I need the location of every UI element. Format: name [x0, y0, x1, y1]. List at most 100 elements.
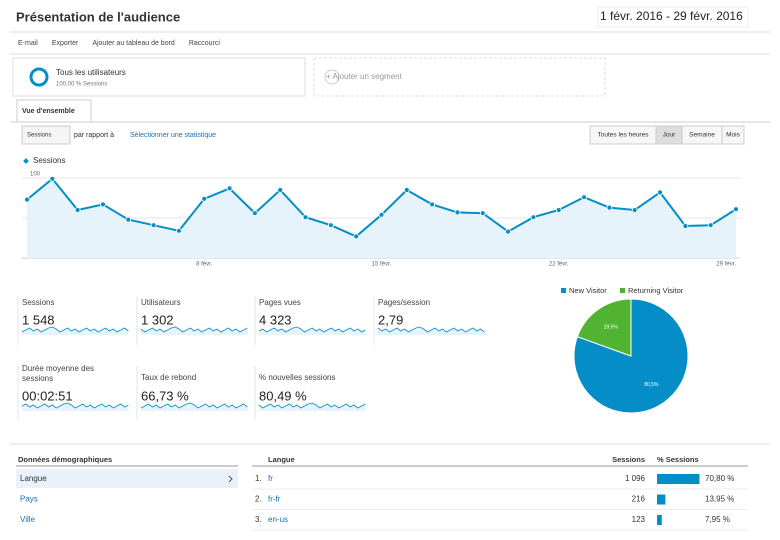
sparkline-area	[141, 403, 248, 411]
demographics-title: Données démographiques	[18, 455, 112, 464]
point	[631, 207, 638, 213]
metric-label: Sessions	[22, 298, 54, 307]
table-header: Sessions	[612, 455, 645, 464]
point	[707, 222, 714, 229]
share-bar	[657, 515, 662, 525]
toolbar-item[interactable]: Ajouter au tableau de bord	[92, 40, 175, 47]
select-metric[interactable]: Sélectionner une statistique	[130, 132, 216, 139]
x-tick-label: 15 févr.	[372, 262, 392, 268]
y-tick-label: 100	[30, 172, 41, 178]
sparkline-area	[22, 327, 129, 335]
row-sessions: 216	[632, 495, 646, 504]
metric-label: Pages/session	[378, 298, 430, 307]
nav-item[interactable]: Pays	[20, 495, 38, 504]
period-label[interactable]: Toutes les heures	[598, 132, 650, 139]
point	[682, 223, 689, 229]
share-label: 70,80 %	[705, 474, 734, 483]
point	[125, 216, 132, 223]
add-segment[interactable]: + Ajouter un segment	[326, 72, 403, 81]
point	[479, 210, 486, 217]
point	[606, 204, 613, 211]
legend-swatch	[23, 158, 29, 164]
pie-label: 19,5%	[604, 324, 619, 330]
metric-select[interactable]	[21, 125, 71, 145]
row-name[interactable]: fr	[268, 474, 273, 483]
segment-icon	[324, 69, 340, 85]
row-sessions: 123	[632, 515, 646, 524]
point	[251, 210, 258, 217]
point	[657, 189, 663, 196]
point	[378, 211, 385, 218]
metric-value: 66,73 %	[141, 388, 189, 403]
x-tick-label: 29 févr.	[716, 262, 736, 268]
segment-box[interactable]	[12, 57, 306, 97]
point	[302, 214, 309, 221]
date-box[interactable]	[597, 6, 749, 28]
row-name[interactable]: en-us	[268, 515, 288, 524]
share-bar	[657, 494, 666, 505]
metric-value: 2,79	[378, 312, 403, 327]
metric-value: 4 323	[259, 312, 292, 327]
period-button[interactable]	[721, 125, 745, 145]
sparkline	[21, 402, 129, 409]
sparkline	[140, 402, 248, 409]
nav-item[interactable]: Langue	[20, 474, 47, 483]
row-rank: 1.	[255, 474, 262, 483]
legend-swatch	[620, 288, 625, 293]
legend-label: Returning Visitor	[628, 286, 684, 295]
metric-value: 1 302	[141, 312, 174, 327]
metric-label: Taux de rebond	[141, 373, 196, 382]
point	[100, 201, 106, 208]
compare-label: par rapport à	[74, 132, 114, 139]
date-range[interactable]: 1 févr. 2016 - 29 févr. 2016	[600, 9, 743, 23]
period-label[interactable]: Semaine	[689, 132, 715, 139]
metric-select-label[interactable]: Sessions	[27, 133, 51, 139]
toolbar-item[interactable]: E-mail	[18, 40, 38, 47]
period-label[interactable]: Jour	[663, 132, 676, 139]
point	[505, 228, 512, 235]
tab-box[interactable]	[16, 99, 92, 123]
tab[interactable]: Vue d'ensemble	[22, 108, 75, 115]
pie-slice	[576, 298, 632, 357]
point	[581, 194, 587, 201]
metric-label: Pages vues	[259, 298, 301, 307]
metric-value: 80,49 %	[259, 388, 307, 403]
point	[49, 175, 56, 182]
row-sessions: 1 096	[625, 474, 646, 483]
sparkline	[258, 326, 366, 333]
point	[150, 222, 157, 229]
row-name[interactable]: fr-fr	[268, 495, 281, 504]
pie-slice	[573, 298, 689, 414]
toolbar-item[interactable]: Exporter	[52, 40, 79, 47]
segment-icon	[29, 67, 49, 87]
sparkline-area	[259, 403, 366, 411]
point	[555, 207, 562, 213]
metric-value: 00:02:51	[22, 388, 73, 403]
toolbar-item[interactable]: Raccourci	[189, 40, 221, 47]
metric-label: Durée moyenne des sessions	[22, 364, 94, 383]
share-label: 13,95 %	[705, 495, 734, 504]
legend-label: Sessions	[33, 156, 65, 165]
point	[454, 209, 461, 216]
point	[403, 187, 410, 193]
table-header: % Sessions	[657, 455, 699, 464]
pie-label: 80,5%	[644, 382, 659, 388]
point	[733, 206, 739, 213]
metric-label: % nouvelles sessions	[259, 373, 335, 382]
nav-item[interactable]: Ville	[20, 515, 36, 524]
sparkline	[21, 326, 129, 333]
period-label[interactable]: Mois	[726, 132, 740, 139]
table-header: Langue	[268, 455, 295, 464]
segment-box[interactable]	[313, 57, 606, 97]
sparkline-area	[22, 403, 129, 411]
point	[327, 222, 334, 229]
legend-label: New Visitor	[569, 286, 607, 295]
legend-swatch	[561, 288, 566, 293]
metric-label: Utilisateurs	[141, 298, 181, 307]
metric-value: 1 548	[22, 312, 55, 327]
point	[24, 196, 30, 203]
share-bar	[657, 474, 700, 484]
segment-share: 100,00 % Sessions	[56, 82, 107, 88]
point	[429, 201, 436, 208]
